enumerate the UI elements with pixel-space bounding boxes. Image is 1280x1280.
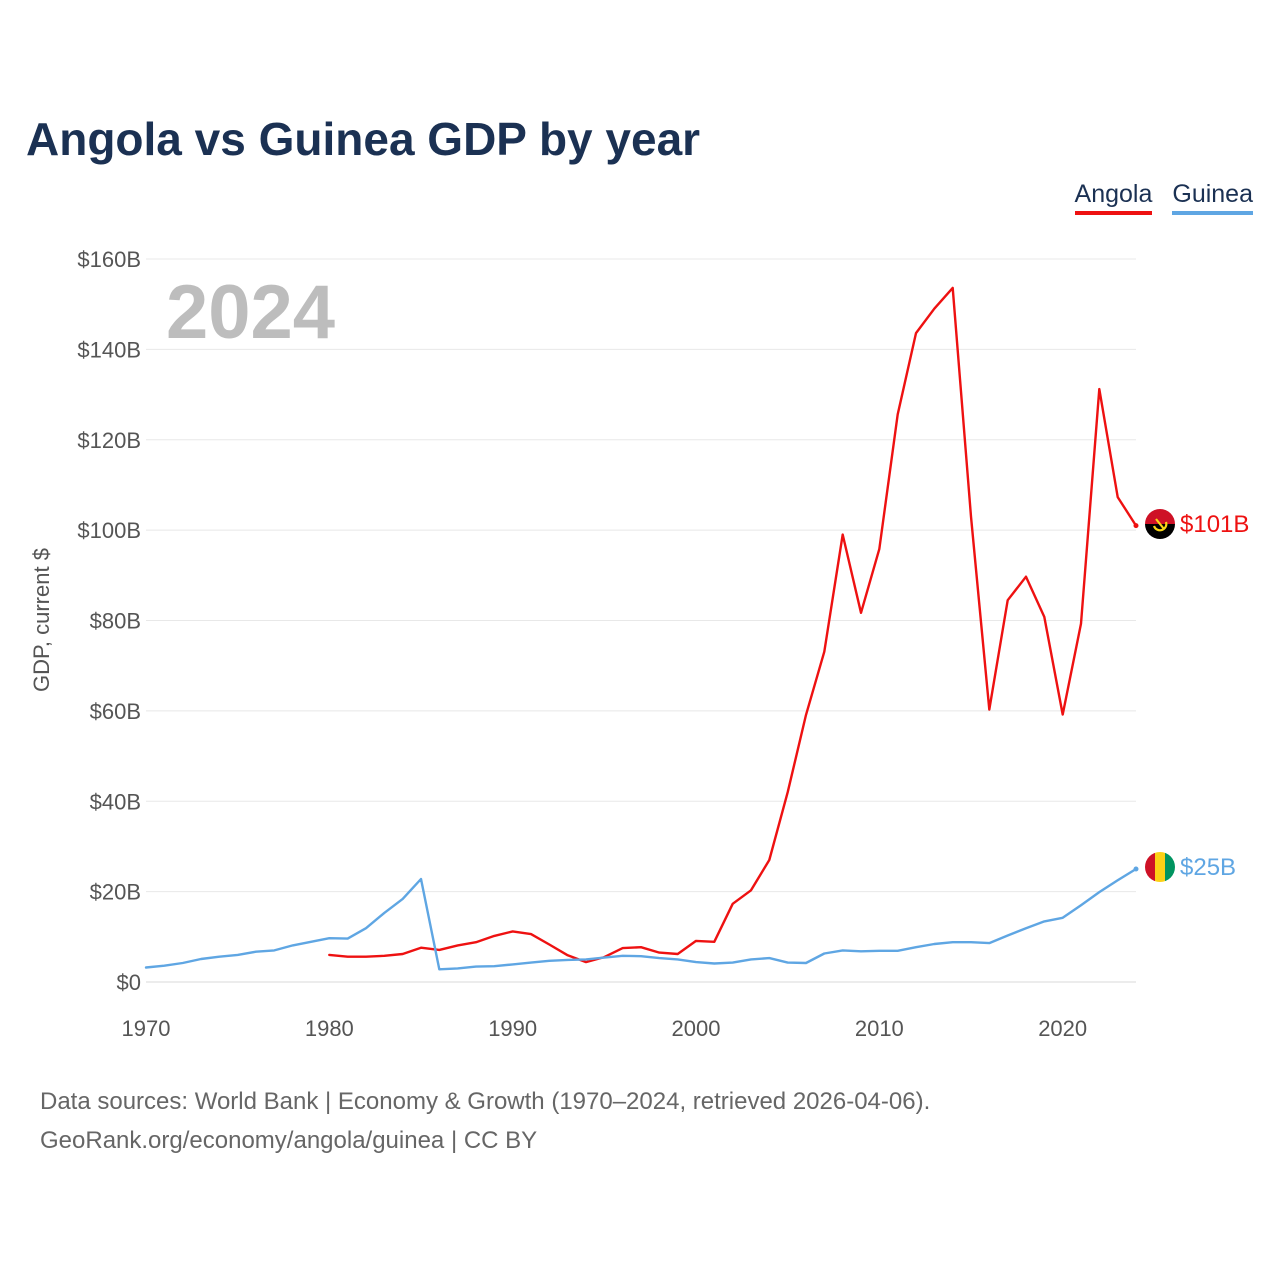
y-tick-label: $20B [90, 880, 141, 905]
x-axis: 1970 1980 1990 2000 2010 2020 [122, 1016, 1088, 1041]
angola-series-line[interactable] [328, 286, 1138, 964]
x-tick-label: 1970 [122, 1016, 171, 1041]
angola-flag-icon [1145, 509, 1175, 539]
chart-title: Angola vs Guinea GDP by year [26, 113, 701, 165]
source-line-1: Data sources: World Bank | Economy & Gro… [40, 1088, 931, 1115]
legend-item-angola[interactable]: Angola [1074, 180, 1153, 215]
y-tick-label: $80B [90, 609, 141, 634]
year-watermark: 2024 [166, 270, 335, 355]
gdp-line-chart: 2024 $0 $20B $40B $60B $80B $100B $120B $140B $1… [29, 247, 1249, 1041]
series-lines [144, 286, 1139, 971]
angola-last-point [1133, 523, 1139, 529]
y-tick-label: $120B [77, 428, 141, 453]
y-tick-label: $0 [117, 970, 141, 995]
guinea-series-line[interactable] [144, 867, 1138, 971]
y-tick-label: $40B [90, 789, 141, 814]
guinea-last-point [1133, 866, 1139, 872]
y-tick-label: $160B [77, 247, 141, 272]
source-line-2[interactable]: GeoRank.org/economy/angola/guinea | CC B… [40, 1127, 538, 1154]
guinea-flag-icon [1145, 852, 1175, 882]
y-axis-title: GDP, current $ [29, 548, 54, 692]
legend: Angola Guinea [1074, 180, 1253, 215]
x-tick-label: 2010 [855, 1016, 904, 1041]
x-tick-label: 2000 [672, 1016, 721, 1041]
source-note: Data sources: World Bank | Economy & Gro… [40, 1082, 930, 1160]
y-tick-label: $60B [90, 699, 141, 724]
x-tick-label: 1990 [488, 1016, 537, 1041]
guinea-end-value-label: $25B [1180, 854, 1236, 881]
x-tick-label: 1980 [305, 1016, 354, 1041]
y-tick-label: $140B [77, 337, 141, 362]
angola-end-value-label: $101B [1180, 511, 1249, 538]
y-axis: $0 $20B $40B $60B $80B $100B $120B $140B $160B [77, 247, 141, 995]
legend-item-guinea[interactable]: Guinea [1172, 180, 1253, 215]
x-tick-label: 2020 [1038, 1016, 1087, 1041]
gridlines [146, 258, 1136, 983]
y-tick-label: $100B [77, 518, 141, 543]
